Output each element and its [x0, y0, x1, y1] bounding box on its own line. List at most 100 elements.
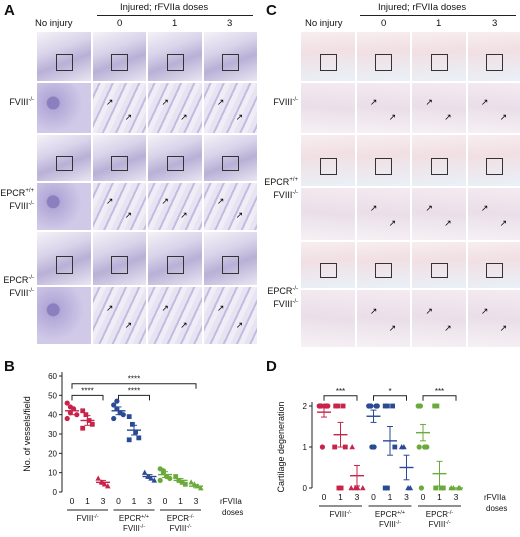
c-micrograph-r0-c1: [356, 32, 410, 81]
y-tick-label: 2: [303, 402, 308, 411]
panel-a-col-no-injury: No injury: [35, 18, 73, 29]
panel-label-d: D: [266, 358, 277, 375]
a-micrograph-r1-c1: ↗ ↗: [92, 83, 146, 133]
group-label: EPCR+/+: [375, 510, 405, 519]
x-tick-label: 3: [147, 496, 152, 506]
x-tick-label: 0: [322, 492, 327, 502]
inset-box: [222, 255, 240, 274]
annotation-arrow-icon: ↗: [480, 306, 489, 317]
inset-box: [430, 157, 448, 176]
annotation-arrow-icon: ↗: [216, 303, 225, 314]
annotation-arrow-icon: ↗: [161, 97, 169, 107]
inset-box: [55, 255, 73, 274]
annotation-arrow-icon: ↗: [124, 320, 133, 331]
panel-label-a: A: [4, 2, 15, 19]
data-point: [349, 444, 355, 450]
annotation-arrow-icon: ↗: [369, 97, 378, 107]
inset-box: [55, 155, 73, 172]
significance-label: ****: [128, 375, 140, 384]
panel-c-row-label-epcr-wt: EPCR+/+ FVIII-/-: [262, 175, 298, 201]
group-label-sup: -/-: [448, 510, 453, 516]
c-micrograph-r5-c3: ↗ ↗: [467, 290, 520, 347]
annotation-arrow-icon: ↗: [388, 218, 397, 229]
data-point: [332, 444, 338, 450]
data-point: [111, 402, 117, 408]
x-tick-label: 3: [454, 492, 459, 502]
inset-box: [319, 262, 337, 279]
y-tick-label: 1: [303, 443, 308, 452]
group-label-sup: +/+: [397, 510, 405, 516]
c-micrograph-r5-c1: ↗ ↗: [356, 290, 410, 347]
significance-bracket: [422, 395, 457, 401]
panel-a-col-3: 3: [227, 18, 233, 29]
group-label: EPCR+/+: [119, 514, 149, 523]
row-label-line1: EPCR: [3, 275, 29, 285]
panel-c-header: Injured; rFVIIa doses: [378, 2, 467, 13]
data-point: [141, 469, 148, 475]
group-label-sup: -/-: [140, 524, 145, 530]
annotation-arrow-icon: ↗: [235, 210, 244, 221]
annotation-arrow-icon: ↗: [180, 210, 188, 221]
y-tick-label: 0: [303, 484, 308, 493]
group-label-sup: -/-: [93, 514, 98, 520]
y-tick-label: 40: [48, 411, 57, 420]
annotation-arrow-icon: ↗: [444, 323, 452, 334]
x-tick-label: 1: [178, 496, 183, 506]
group-label: EPCR-/-: [426, 510, 454, 519]
panel-a-header: Injured; rFVIIa doses: [120, 2, 209, 13]
panel-c-col-3: 3: [492, 18, 498, 29]
data-point: [167, 475, 173, 482]
inset-box: [375, 54, 393, 71]
row-label-line1: EPCR: [264, 177, 290, 187]
annotation-arrow-icon: ↗: [425, 97, 433, 107]
row-label-line2: FVIII: [273, 299, 293, 309]
data-point: [385, 485, 390, 491]
inset-box: [486, 262, 504, 279]
annotation-arrow-icon: ↗: [180, 320, 188, 331]
annotation-arrow-icon: ↗: [425, 202, 433, 213]
row-label-line1: FVIII: [273, 97, 293, 107]
data-point: [434, 403, 440, 409]
data-point: [367, 403, 373, 409]
a-micrograph-r5-c1: ↗ ↗: [92, 287, 146, 344]
inset-box: [319, 157, 337, 176]
a-micrograph-r4-c3: [203, 232, 257, 285]
row-label-sup2: -/-: [292, 299, 298, 305]
data-point: [151, 477, 158, 483]
panel-a-row-label-fviii: FVIII-/-: [0, 95, 34, 108]
a-micrograph-r0-c3: [203, 32, 257, 81]
y-tick-label: 60: [48, 372, 57, 381]
data-point: [407, 485, 414, 491]
data-point: [348, 485, 354, 491]
row-label-sup1: -/-: [292, 97, 298, 103]
a-micrograph-r2-c1: [92, 135, 146, 181]
data-point: [126, 414, 132, 419]
a-micrograph-r1-c0: [37, 83, 91, 133]
panel-a-header-line: [97, 15, 253, 16]
x-tick-label: 1: [132, 496, 137, 506]
row-label-sup2: -/-: [28, 288, 34, 294]
inset-box: [111, 54, 129, 71]
x-tick-label: 0: [116, 496, 121, 506]
row-label-line2: FVIII: [273, 190, 293, 200]
c-micrograph-r4-c3: [467, 242, 520, 288]
data-point: [322, 403, 328, 409]
group-label-sup: -/-: [346, 510, 351, 516]
c-micrograph-r2-c1: [356, 135, 410, 186]
inset-box: [166, 155, 184, 172]
inset-box: [166, 54, 184, 71]
group-label-sup: -/-: [189, 514, 194, 520]
a-micrograph-r4-c0: [37, 232, 91, 285]
x-tick-label: 0: [421, 492, 426, 502]
data-point: [198, 485, 204, 491]
data-point: [319, 444, 325, 450]
inset-box: [166, 255, 184, 274]
row-label-sup1: -/-: [292, 286, 298, 292]
inset-box: [375, 157, 393, 176]
inset-box: [430, 262, 448, 279]
x-tick-label: 3: [404, 492, 409, 502]
group-label: FVIII-/-: [76, 514, 98, 523]
significance-label: *: [388, 387, 391, 396]
c-micrograph-r0-c2: [412, 32, 466, 81]
